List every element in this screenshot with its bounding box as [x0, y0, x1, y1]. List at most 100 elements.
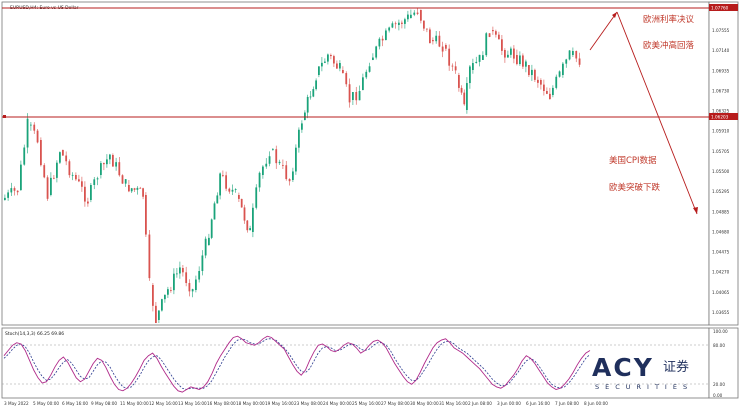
candle-body: [109, 154, 111, 160]
candle-body: [30, 124, 32, 126]
price-tick-label: 1.06935: [712, 68, 730, 73]
candle-body: [304, 112, 306, 120]
price-tick-label: 1.05500: [712, 169, 730, 174]
support-price-tag: [709, 113, 738, 120]
arrow-up: [589, 11, 618, 51]
candle-body: [485, 33, 488, 56]
candle-body: [549, 93, 551, 100]
candle-body: [228, 188, 231, 192]
candle-body: [188, 283, 191, 292]
candle-body: [170, 290, 172, 291]
candle-body: [255, 187, 258, 208]
time-tick-label: 8 Jun 00:00: [584, 401, 608, 406]
candle-body: [155, 305, 157, 324]
time-tick-label: 6 Jun 16:00: [526, 401, 550, 406]
candle-body: [71, 174, 74, 176]
annotation-break-down: 欧美突破下跌: [609, 182, 661, 193]
candle-body: [78, 179, 80, 182]
candle-body: [495, 31, 497, 35]
candle-body: [391, 23, 394, 28]
time-tick-label: 16 May 08:00: [207, 401, 236, 406]
candle-body: [152, 285, 154, 306]
candle-body: [365, 71, 368, 78]
candle-body: [475, 61, 478, 64]
candle-body: [161, 299, 163, 311]
candle-body: [445, 45, 447, 49]
candle-body: [68, 161, 71, 176]
candle-body: [148, 234, 151, 279]
candle-body: [555, 76, 558, 88]
candle-body: [112, 155, 114, 167]
candle-body: [75, 175, 77, 180]
price-tick-label: 1.04475: [712, 250, 730, 255]
annotation-us-cpi: 美国CPI数据: [609, 155, 657, 166]
time-tick-label: 24 May 00:00: [323, 401, 352, 406]
candle-body: [26, 118, 29, 148]
candle-body: [118, 162, 121, 176]
time-tick-label: 11 May 00:00: [120, 401, 149, 406]
candle-body: [352, 92, 354, 100]
candle-body: [552, 87, 554, 95]
time-tick-label: 5 May 00:00: [33, 401, 59, 406]
candle-body: [298, 129, 300, 148]
candle-body: [441, 46, 444, 52]
time-tick-label: 9 May 08:00: [91, 401, 117, 406]
candle-body: [191, 289, 194, 292]
candle-body: [498, 34, 500, 40]
support-line-handle[interactable]: [3, 115, 6, 118]
logo-brand: ACY: [592, 353, 654, 382]
time-tick-label: 30 May 00:00: [410, 401, 439, 406]
candle-body: [375, 46, 378, 58]
candle-body: [528, 65, 530, 76]
candle-body: [558, 71, 561, 77]
candle-body: [56, 162, 58, 178]
candle-body: [534, 69, 536, 80]
price-axis-panel: [708, 1, 739, 326]
candle-body: [243, 207, 246, 221]
candle-body: [394, 23, 397, 25]
candle-body: [145, 195, 147, 235]
candle-body: [185, 272, 188, 284]
candle-body: [398, 22, 400, 25]
candle-body: [410, 14, 412, 18]
time-tick-label: 3 Jun 00:00: [497, 401, 521, 406]
stoch-tick-100: 100.00: [713, 329, 728, 334]
candle-body: [385, 30, 387, 40]
price-tick-label: 1.05295: [712, 189, 730, 194]
price-tick-label: 1.06730: [712, 88, 730, 93]
arrow-up-head: [612, 12, 617, 18]
candle-body: [501, 39, 503, 51]
candle-body: [33, 124, 36, 131]
candle-body: [46, 177, 49, 199]
logo-cn: 证券: [663, 359, 689, 375]
candle-body: [106, 159, 108, 165]
candle-body: [288, 179, 291, 182]
candle-body: [130, 188, 133, 192]
time-tick-label: 18 May 00:00: [236, 401, 265, 406]
candle-body: [96, 178, 99, 180]
candle-body: [435, 35, 438, 42]
candle-body: [562, 63, 564, 75]
candle-body: [324, 61, 326, 63]
candle-body: [482, 55, 484, 60]
candle-body: [381, 38, 384, 41]
candle-body: [378, 38, 381, 47]
candle-body: [23, 147, 26, 165]
candle-body: [213, 203, 216, 220]
candle-body: [4, 197, 6, 200]
stoch-tick-20: 20.00: [713, 382, 725, 387]
candle-body: [510, 48, 512, 55]
arrow-down-head: [693, 207, 698, 214]
candle-body: [388, 27, 391, 31]
candle-body: [225, 175, 227, 189]
candle-body: [136, 187, 139, 190]
candle-body: [342, 70, 344, 74]
candle-body: [507, 54, 509, 58]
candle-body: [208, 237, 210, 245]
candle-body: [540, 80, 542, 85]
candle-body: [201, 255, 204, 272]
resistance-price-tag: [709, 4, 738, 11]
candle-body: [65, 155, 68, 162]
candle-body: [368, 66, 371, 72]
candle-body: [210, 219, 213, 238]
